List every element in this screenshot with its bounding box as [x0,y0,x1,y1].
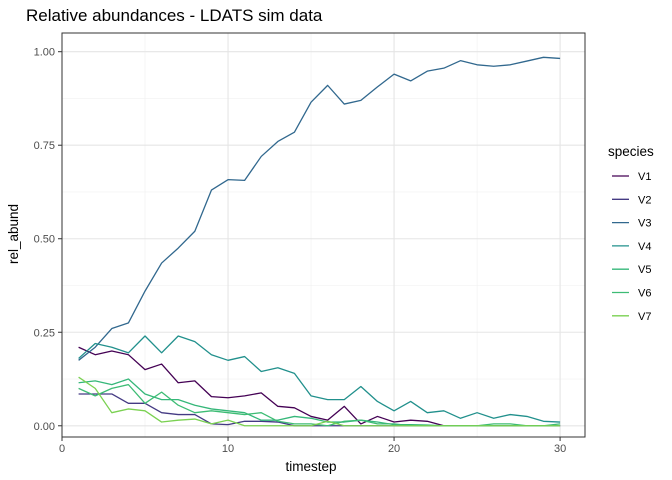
y-tick-label: 0.50 [34,234,55,246]
y-tick-label: 0.75 [34,140,55,152]
y-tick-label: 0.00 [34,421,55,433]
legend: species V1 V2 V3 V4 V5 V6 V7 [608,144,654,323]
x-tick-label: 20 [388,443,400,455]
plot-panel-border [61,32,586,438]
x-tick-label: 10 [222,443,234,455]
legend-label-v3: V3 [638,218,651,230]
legend-label-v6: V6 [638,288,651,300]
chart-title: Relative abundances - LDATS sim data [26,6,323,25]
series-lines [78,56,561,427]
legend-label-v4: V4 [638,241,651,253]
y-axis: 0.00 0.25 0.50 0.75 1.00 [34,47,62,433]
legend-label-v7: V7 [638,311,651,323]
y-axis-title: rel_abund [6,204,21,264]
legend-label-v5: V5 [638,264,651,276]
x-axis-title: timestep [285,459,336,474]
grid [61,33,585,437]
legend-title: species [608,144,654,159]
legend-label-v2: V2 [638,194,651,206]
x-tick-label: 0 [59,443,65,455]
series-line-v7 [78,376,561,427]
y-tick-label: 1.00 [34,47,55,59]
series-line-v4 [78,335,561,423]
legend-label-v1: V1 [638,171,651,183]
x-tick-label: 30 [554,443,566,455]
x-axis: 0 10 20 30 [59,437,566,455]
series-line-v3 [78,56,561,361]
y-tick-label: 0.25 [34,327,55,339]
